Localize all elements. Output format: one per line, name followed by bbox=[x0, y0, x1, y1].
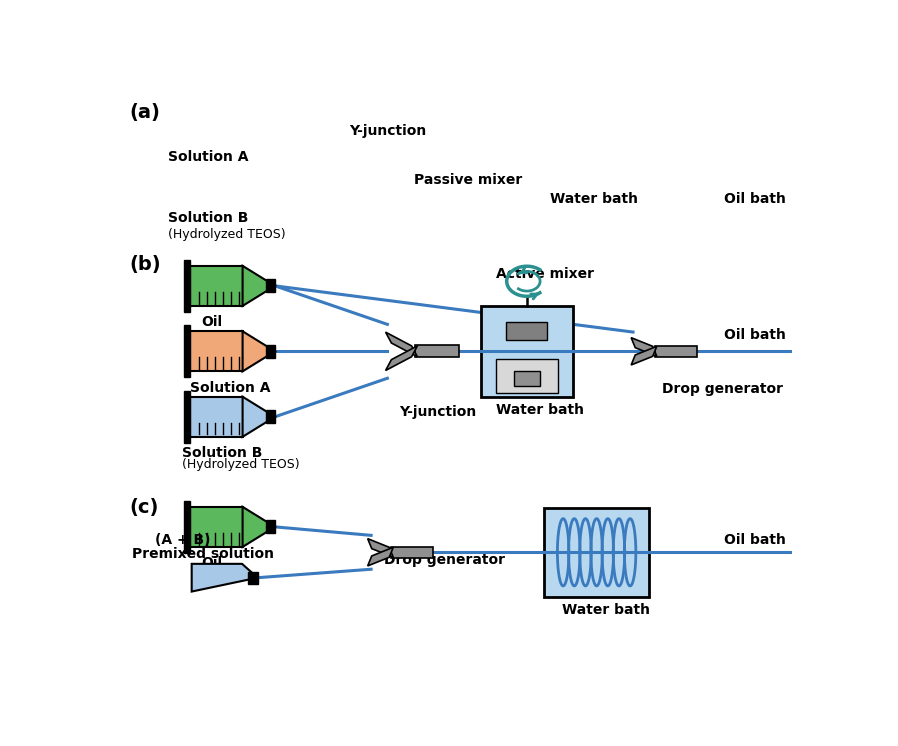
Polygon shape bbox=[367, 548, 393, 566]
Text: Water bath: Water bath bbox=[496, 403, 584, 417]
FancyBboxPatch shape bbox=[189, 266, 242, 306]
FancyBboxPatch shape bbox=[506, 322, 548, 340]
FancyBboxPatch shape bbox=[266, 345, 275, 358]
Polygon shape bbox=[631, 338, 656, 357]
Polygon shape bbox=[242, 331, 275, 372]
Text: (Hydrolyzed TEOS): (Hydrolyzed TEOS) bbox=[168, 228, 286, 241]
FancyBboxPatch shape bbox=[266, 521, 275, 533]
Text: (a): (a) bbox=[129, 104, 160, 122]
Text: (A + B): (A + B) bbox=[154, 533, 210, 547]
FancyBboxPatch shape bbox=[184, 325, 189, 377]
Text: Y-junction: Y-junction bbox=[348, 124, 426, 138]
Polygon shape bbox=[191, 564, 258, 592]
Text: Y-junction: Y-junction bbox=[399, 405, 476, 419]
FancyBboxPatch shape bbox=[481, 306, 573, 397]
FancyBboxPatch shape bbox=[184, 501, 189, 553]
Polygon shape bbox=[385, 332, 418, 357]
Text: Solution B: Solution B bbox=[168, 211, 249, 225]
Text: (b): (b) bbox=[129, 255, 161, 274]
Polygon shape bbox=[655, 346, 697, 357]
Polygon shape bbox=[385, 346, 418, 371]
Text: Premixed solution: Premixed solution bbox=[132, 547, 274, 561]
FancyBboxPatch shape bbox=[266, 279, 275, 292]
FancyBboxPatch shape bbox=[496, 359, 558, 393]
FancyBboxPatch shape bbox=[266, 410, 275, 423]
Text: Oil: Oil bbox=[201, 556, 223, 570]
FancyBboxPatch shape bbox=[514, 371, 540, 386]
Text: Solution A: Solution A bbox=[168, 150, 249, 163]
Text: (Hydrolyzed TEOS): (Hydrolyzed TEOS) bbox=[182, 458, 300, 471]
Text: Oil: Oil bbox=[201, 315, 223, 329]
Text: Oil bath: Oil bath bbox=[725, 533, 787, 547]
FancyBboxPatch shape bbox=[189, 397, 242, 437]
Polygon shape bbox=[392, 547, 433, 558]
Text: Drop generator: Drop generator bbox=[383, 553, 505, 567]
FancyBboxPatch shape bbox=[189, 507, 242, 547]
Text: Passive mixer: Passive mixer bbox=[415, 172, 523, 186]
Text: (c): (c) bbox=[129, 498, 159, 517]
Polygon shape bbox=[415, 345, 459, 357]
FancyBboxPatch shape bbox=[184, 260, 189, 312]
Text: Oil bath: Oil bath bbox=[725, 192, 787, 206]
Text: Drop generator: Drop generator bbox=[663, 382, 783, 396]
Polygon shape bbox=[367, 539, 393, 557]
FancyBboxPatch shape bbox=[248, 571, 258, 584]
Text: Solution B: Solution B bbox=[182, 446, 262, 460]
Polygon shape bbox=[242, 397, 275, 437]
FancyBboxPatch shape bbox=[544, 508, 649, 597]
Text: Active mixer: Active mixer bbox=[496, 267, 594, 281]
Text: Water bath: Water bath bbox=[562, 603, 650, 617]
Text: Water bath: Water bath bbox=[550, 192, 638, 206]
Polygon shape bbox=[242, 507, 275, 547]
Polygon shape bbox=[242, 266, 275, 306]
Polygon shape bbox=[631, 346, 656, 365]
FancyBboxPatch shape bbox=[189, 331, 242, 372]
Text: Oil bath: Oil bath bbox=[725, 328, 787, 342]
FancyBboxPatch shape bbox=[184, 391, 189, 443]
Text: Solution A: Solution A bbox=[189, 380, 270, 395]
